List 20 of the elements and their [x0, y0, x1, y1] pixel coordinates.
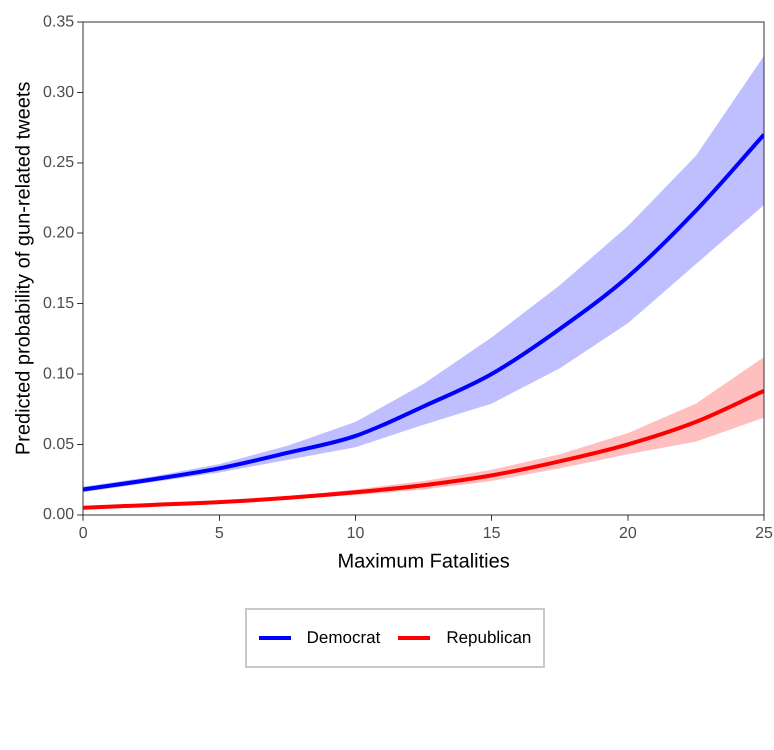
legend-label: Democrat	[306, 628, 380, 648]
x-tick-label: 5	[214, 524, 224, 542]
y-tick-label: 0.35	[43, 13, 74, 30]
legend-label: Republican	[446, 628, 532, 648]
x-tick-label: 15	[482, 524, 501, 542]
y-tick-label: 0.15	[43, 295, 74, 312]
y-tick-label: 0.25	[43, 154, 74, 172]
y-tick-label: 0.20	[43, 224, 74, 242]
y-tick-label: 0.30	[43, 84, 74, 101]
y-tick-label: 0.00	[43, 506, 74, 524]
line-series	[83, 132, 764, 492]
y-tick-label: 0.10	[43, 365, 74, 382]
x-axis-title: Maximum Fatalities	[337, 550, 510, 573]
x-tick-label: 20	[618, 524, 637, 542]
y-axis-title: Predicted probability of gun-related tweets	[12, 82, 35, 456]
x-tick-label: 10	[346, 524, 364, 542]
line-series	[83, 388, 764, 510]
x-tick-label: 25	[755, 524, 773, 542]
x-tick-label: 0	[78, 524, 88, 542]
y-tick-label: 0.05	[43, 436, 74, 453]
